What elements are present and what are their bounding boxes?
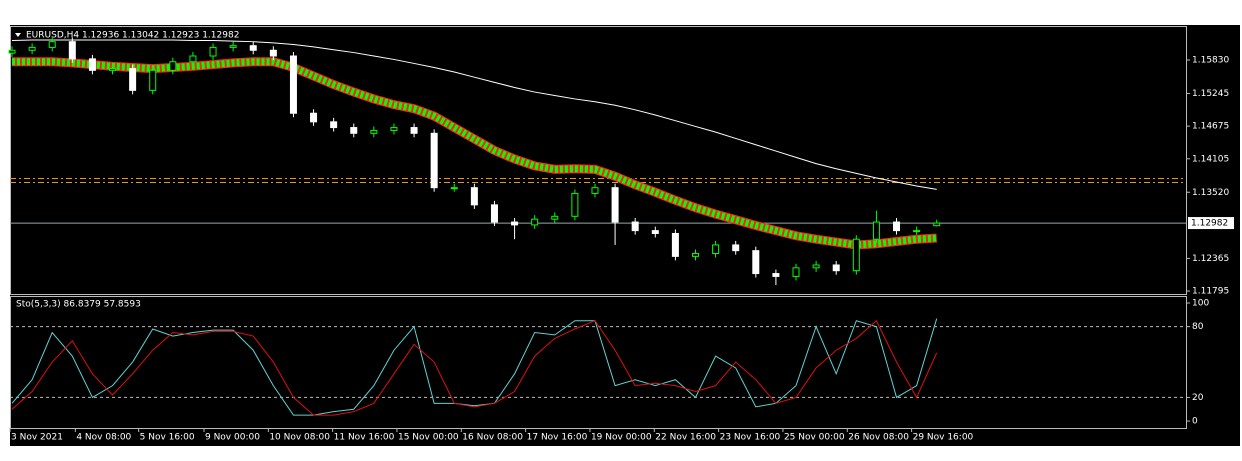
candle-body — [8, 49, 16, 54]
candle-body — [390, 127, 398, 131]
y-tick-label: 80 — [1192, 322, 1204, 332]
candle-body — [28, 46, 36, 51]
y-tick-label: 1.15830 — [1192, 56, 1229, 66]
candle-body — [450, 187, 458, 190]
candle-body — [169, 61, 177, 71]
candle-body — [551, 215, 559, 220]
x-tick-label: 10 Nov 08:00 — [269, 433, 330, 443]
price-label-box — [1188, 217, 1234, 230]
candle-body — [651, 230, 659, 234]
candle-body — [310, 112, 318, 123]
stoch-title: Sto(5,3,3) 86.8379 57.8593 — [16, 300, 141, 310]
candle-body — [249, 45, 257, 51]
candle-body — [149, 69, 157, 91]
candle-body — [812, 264, 820, 269]
x-tick-label: 4 Nov 08:00 — [76, 433, 131, 443]
y-tick-label: 0 — [1192, 417, 1198, 427]
candle-body — [631, 221, 639, 232]
x-tick-label: 17 Nov 16:00 — [527, 433, 588, 443]
candle-body — [129, 68, 137, 91]
y-tick-label: 1.13520 — [1192, 188, 1229, 198]
candle-body — [109, 68, 117, 71]
candle-body — [933, 222, 941, 227]
candle-body — [571, 192, 579, 217]
candle-body — [772, 273, 780, 277]
candle-body — [330, 121, 338, 129]
x-tick-label: 5 Nov 16:00 — [140, 433, 195, 443]
x-tick-label: 29 Nov 16:00 — [913, 433, 974, 443]
y-tick-label: 100 — [1192, 299, 1209, 309]
x-tick-label: 22 Nov 16:00 — [655, 433, 716, 443]
candle-body — [752, 250, 760, 275]
stoch-line — [11, 318, 938, 416]
y-tick-label: 1.11795 — [1192, 287, 1229, 297]
candle-body — [893, 221, 901, 232]
candle-body — [48, 41, 56, 48]
candle-body — [531, 218, 539, 226]
candle-body — [470, 187, 478, 206]
menu-triangle — [15, 33, 21, 37]
candle-body — [430, 132, 438, 189]
candle-body — [370, 129, 378, 134]
price-label: 1.12982 — [1191, 219, 1228, 229]
stoch-line — [11, 319, 938, 416]
candle-body — [611, 187, 619, 223]
x-tick-label: 19 Nov 00:00 — [591, 433, 652, 443]
candle-body — [88, 58, 96, 71]
y-tick-label: 1.14105 — [1192, 154, 1229, 164]
terminal-background — [10, 25, 1240, 446]
candle-body — [490, 204, 498, 223]
candle-body — [691, 253, 699, 257]
candle-body — [289, 55, 297, 114]
y-tick-label: 20 — [1192, 393, 1204, 403]
x-tick-label: 25 Nov 00:00 — [784, 433, 845, 443]
y-tick-label: 1.14675 — [1192, 122, 1229, 132]
x-tick-label: 9 Nov 00:00 — [205, 433, 260, 443]
y-tick-label: 1.15245 — [1192, 89, 1229, 99]
candle-body — [671, 232, 679, 257]
candle-body — [511, 221, 519, 226]
x-tick-label: 26 Nov 08:00 — [848, 433, 909, 443]
x-tick-label: 23 Nov 16:00 — [720, 433, 781, 443]
candle-body — [229, 45, 237, 48]
candle-body — [852, 238, 860, 272]
candle-body — [792, 267, 800, 277]
candle-body — [913, 230, 921, 233]
stoch-frame — [10, 296, 1187, 429]
chart-title: EURUSD,H4 1.12936 1.13042 1.12923 1.1298… — [26, 31, 239, 41]
ribbon-edge — [12, 57, 937, 250]
candle-body — [832, 264, 840, 272]
candle-body — [68, 41, 76, 60]
candle-body — [410, 127, 418, 134]
x-tick-label: 15 Nov 00:00 — [398, 433, 459, 443]
x-tick-label: 3 Nov 2021 — [11, 433, 63, 443]
candle-body — [189, 55, 197, 63]
candle-body — [269, 49, 277, 57]
candle-body — [872, 221, 880, 240]
candle-body — [350, 127, 358, 134]
candle-body — [712, 244, 720, 255]
x-tick-label: 16 Nov 08:00 — [462, 433, 523, 443]
main-frame — [10, 26, 1187, 295]
candle-body — [591, 187, 599, 194]
x-tick-label: 11 Nov 16:00 — [334, 433, 395, 443]
candle-body — [209, 46, 217, 57]
moving-average — [11, 39, 937, 190]
candle-body — [732, 244, 740, 252]
y-tick-label: 1.12365 — [1192, 254, 1229, 264]
